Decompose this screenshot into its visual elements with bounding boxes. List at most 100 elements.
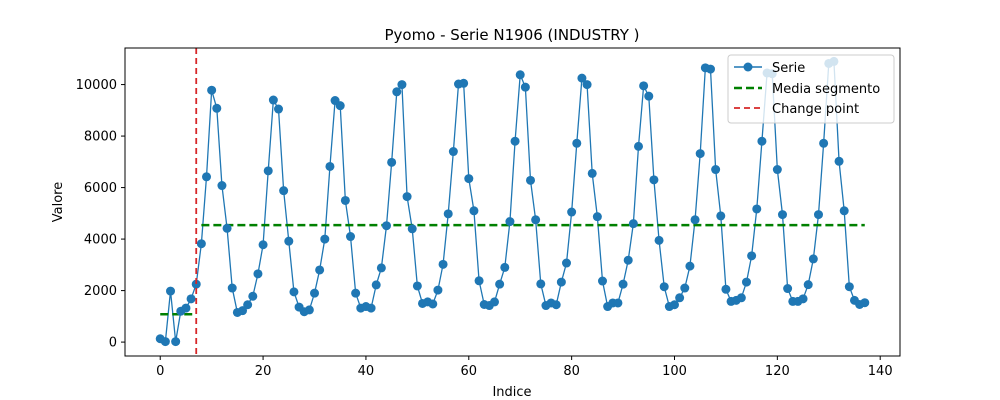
- serie-point: [258, 240, 268, 250]
- serie-point: [202, 172, 212, 182]
- serie-point: [490, 297, 500, 307]
- serie-point: [669, 300, 679, 310]
- serie-point: [705, 64, 715, 74]
- plot-frame: [124, 47, 901, 357]
- x-tick-label: 40: [358, 364, 375, 379]
- serie-point: [376, 263, 386, 273]
- y-tick-label: 2000: [84, 284, 117, 299]
- serie-point: [716, 211, 726, 221]
- serie-point: [222, 223, 232, 233]
- serie-point: [515, 70, 525, 80]
- serie-point: [628, 219, 638, 229]
- serie-point: [459, 78, 469, 88]
- serie-point: [443, 209, 453, 219]
- serie-point: [639, 81, 649, 91]
- serie-point: [685, 261, 695, 271]
- serie-point: [474, 276, 484, 286]
- serie-point: [274, 104, 284, 114]
- serie-point: [772, 165, 782, 175]
- serie-point: [675, 293, 685, 303]
- x-tick-label: 140: [868, 364, 893, 379]
- serie-point: [783, 284, 793, 294]
- serie-point: [253, 269, 263, 279]
- serie-point: [587, 168, 597, 178]
- x-tick-label: 80: [563, 364, 580, 379]
- serie-point: [860, 298, 870, 308]
- serie-point: [839, 206, 849, 216]
- serie-point: [335, 101, 345, 111]
- serie-point: [644, 91, 654, 101]
- serie-point: [623, 255, 633, 265]
- x-axis: 0 20 40 60 80 100 120 140: [156, 356, 893, 379]
- serie-point: [618, 279, 628, 289]
- serie-point: [433, 285, 443, 295]
- serie-point: [577, 73, 587, 83]
- serie-point: [351, 288, 361, 298]
- serie-point: [366, 303, 376, 313]
- plot-area: [155, 48, 870, 356]
- serie-point: [371, 280, 381, 290]
- serie-point: [721, 284, 731, 294]
- serie-point: [633, 141, 643, 151]
- serie-point: [495, 279, 505, 289]
- x-tick-label: 20: [255, 364, 272, 379]
- serie-point: [412, 281, 422, 291]
- serie-point: [340, 195, 350, 205]
- y-tick-label: 0: [109, 336, 117, 351]
- serie-point: [813, 210, 823, 220]
- serie-point: [803, 280, 813, 290]
- serie-point: [819, 138, 829, 148]
- x-tick-label: 100: [662, 364, 687, 379]
- serie-point: [171, 337, 181, 347]
- serie-point: [695, 149, 705, 159]
- x-axis-label: Indice: [492, 385, 531, 400]
- y-axis-label: Valore: [51, 182, 66, 222]
- y-tick-label: 8000: [84, 130, 117, 145]
- serie-point: [310, 288, 320, 298]
- serie-point: [531, 215, 541, 225]
- serie-point: [181, 303, 191, 313]
- serie-point: [392, 87, 402, 97]
- serie-point: [741, 277, 751, 287]
- serie-point: [304, 305, 314, 315]
- serie-point: [711, 165, 721, 175]
- legend-serie-label: Serie: [772, 61, 805, 76]
- serie-point: [160, 337, 170, 347]
- serie-point: [387, 157, 397, 167]
- serie-point: [238, 306, 248, 316]
- serie-point: [525, 175, 535, 185]
- serie-point: [757, 136, 767, 146]
- serie-point: [279, 186, 289, 196]
- y-tick-label: 4000: [84, 233, 117, 248]
- serie-point: [325, 161, 335, 171]
- serie-point: [397, 80, 407, 90]
- serie-point: [752, 204, 762, 214]
- serie-point: [680, 283, 690, 293]
- chart-title: Pyomo - Serie N1906 (INDUSTRY ): [384, 26, 639, 44]
- serie-point: [561, 258, 571, 268]
- legend-change-label: Change point: [772, 102, 859, 117]
- serie-point: [649, 175, 659, 185]
- serie-point: [315, 265, 325, 275]
- serie-point: [382, 221, 392, 231]
- legend-media-label: Media segmento: [772, 82, 880, 97]
- serie-point: [212, 103, 222, 113]
- serie-point: [798, 294, 808, 304]
- serie-point: [263, 166, 273, 176]
- serie-point: [808, 254, 818, 264]
- legend-serie-marker: [743, 62, 753, 72]
- y-tick-label: 10000: [76, 78, 117, 93]
- serie-point: [597, 276, 607, 286]
- serie-point: [284, 236, 294, 246]
- serie-point: [248, 291, 258, 301]
- serie-point: [556, 277, 566, 287]
- serie-point: [320, 234, 330, 244]
- serie-point: [464, 174, 474, 184]
- x-tick-label: 60: [461, 364, 478, 379]
- serie-point: [736, 293, 746, 303]
- serie-point: [572, 138, 582, 148]
- serie-point: [510, 136, 520, 146]
- serie-point: [844, 282, 854, 292]
- serie-point: [438, 259, 448, 269]
